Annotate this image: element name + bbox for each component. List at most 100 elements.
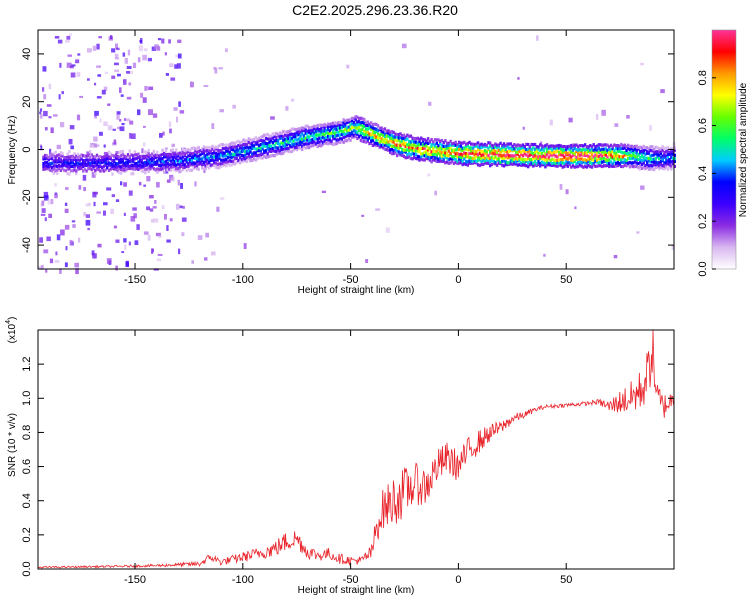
spectrogram-ridge-cell (69, 161, 73, 165)
spectrogram-ridge-cell (397, 152, 400, 156)
spectrogram-ridge-cell (511, 162, 514, 166)
spectrogram-ridge-cell (182, 155, 185, 159)
spectrogram-ridge-cell (313, 124, 316, 128)
spectrogram-ridge-cell (192, 163, 195, 167)
spectrogram-ridge-cell (644, 156, 647, 160)
spectrogram-ridge-cell (497, 148, 500, 152)
spectrogram-ridge-cell (197, 167, 200, 171)
spectrogram-noise-cell (113, 225, 117, 229)
spectrogram-ridge-cell (408, 139, 411, 144)
spectrogram-ridge-cell (523, 145, 526, 149)
spectrogram-ridge-cell (163, 163, 166, 167)
spectrogram-ridge-cell (244, 139, 247, 143)
spectrogram-ridge-cell (44, 157, 47, 161)
spectrogram-ridge-cell (359, 133, 363, 137)
spectrogram-ridge-cell (520, 157, 523, 161)
spectrogram-ridge-cell (251, 152, 254, 156)
spectrogram-ridge-cell (301, 147, 304, 152)
spectrogram-ridge-cell (373, 133, 376, 137)
spectrogram-ridge-cell (306, 145, 309, 149)
spectrogram-ridge-cell (190, 161, 193, 165)
spectrogram-ridge-cell (539, 150, 542, 154)
spectrogram-ridge-cell (401, 136, 404, 140)
spectrogram-ridge-cell (283, 133, 287, 137)
spectrogram-ridge-cell (577, 153, 580, 157)
spectrogram-ridge-cell (668, 160, 671, 164)
spectrogram-ridge-cell (518, 149, 521, 153)
spectrogram-ridge-cell (342, 118, 345, 122)
spectrogram-ridge-cell (256, 140, 259, 144)
spectrogram-ridge-cell (207, 160, 211, 164)
spectrogram-ridge-cell (52, 154, 56, 158)
spectrogram-ridge-cell (656, 161, 659, 165)
spectrogram-ridge-cell (668, 152, 671, 156)
spectrogram-ridge-cell (147, 162, 150, 166)
spectrogram-ridge-cell (371, 123, 375, 127)
spectrogram-ridge-cell (54, 164, 57, 168)
spectrogram-ridge-cell (242, 159, 245, 163)
spectrogram-ridge-cell (121, 160, 125, 164)
spectrogram-ridge-cell (259, 138, 262, 142)
spectrogram-ridge-cell (601, 150, 604, 154)
spectrogram-ridge-cell (183, 158, 187, 162)
spectrogram-ridge-cell (442, 140, 445, 145)
spectrogram-ridge-cell (368, 126, 371, 130)
spectrogram-ridge-cell (511, 144, 514, 148)
spectrogram-ridge-cell (483, 159, 487, 163)
spectrogram-noise-cell (110, 35, 113, 40)
spectrogram-ridge-cell (294, 138, 297, 142)
spectrogram-ridge-cell (190, 155, 193, 159)
spectrogram-ridge-cell (50, 154, 54, 158)
spectrogram-ridge-cell (130, 153, 133, 157)
spectrogram-ridge-cell (559, 144, 563, 148)
spectrogram-ridge-cell (606, 148, 609, 152)
spectrogram-ridge-cell (106, 153, 109, 157)
spectrogram-noise-cell (74, 262, 79, 268)
spectrogram-ridge-cell (671, 149, 675, 153)
spectrogram-noise-cell (181, 232, 185, 237)
spectrogram-ridge-cell (323, 136, 326, 140)
spectrogram-ridge-cell (428, 158, 432, 162)
spectrogram-ridge-cell (373, 130, 376, 134)
spectrogram-ridge-cell (570, 165, 573, 169)
spectrogram-ridge-cell (73, 158, 76, 162)
spectrogram-ridge-cell (264, 149, 268, 153)
spectrogram-ridge-cell (257, 139, 261, 143)
spectrogram-noise-cell (44, 195, 49, 201)
spectrogram-ridge-cell (589, 150, 592, 154)
spectrogram-ridge-cell (340, 132, 344, 136)
spectrogram-ridge-cell (652, 163, 656, 167)
spectrogram-ridge-cell (154, 160, 157, 164)
spectrogram-ridge-cell (320, 127, 323, 131)
spectrogram-ridge-cell (339, 126, 342, 130)
spectrogram-ridge-cell (359, 121, 363, 125)
spectrogram-ridge-cell (370, 133, 373, 137)
colorbar-ticks: 0.00.20.40.60.8 (697, 70, 716, 277)
spectrogram-ridge-cell (580, 157, 583, 161)
spectrogram-noise-cell (517, 77, 520, 80)
spectrogram-ridge-cell (318, 140, 321, 144)
spectrogram-ridge-cell (176, 162, 180, 166)
spectrogram-ridge-cell (411, 152, 414, 156)
spectrogram-ridge-cell (218, 154, 221, 159)
spectrogram-ridge-cell (444, 153, 447, 157)
spectrogram-ridge-cell (282, 135, 285, 139)
spectrogram-ridge-cell (487, 156, 490, 160)
spectrogram-ridge-cell (44, 153, 47, 158)
spectrogram-ridge-cell (492, 159, 495, 163)
spectrogram-ridge-cell (582, 165, 585, 169)
spectrogram-ridge-cell (271, 136, 275, 140)
spectrogram-ridge-cell (80, 157, 83, 161)
spectrogram-ridge-cell (264, 141, 268, 145)
spectrogram-ridge-cell (328, 131, 331, 136)
spectrogram-noise-cell (56, 144, 61, 150)
spectrogram-ridge-cell (80, 162, 83, 166)
spectrogram-ridge-cell (340, 139, 344, 143)
spectrogram-noise-cell (64, 262, 68, 268)
spectrogram-ridge-cell (440, 143, 444, 147)
spectrogram-ridge-cell (302, 134, 306, 138)
spectrogram-ridge-cell (87, 167, 90, 171)
spectrogram-ridge-cell (63, 155, 66, 160)
spectrogram-ridge-cell (132, 154, 135, 158)
spectrogram-ridge-cell (616, 149, 620, 153)
